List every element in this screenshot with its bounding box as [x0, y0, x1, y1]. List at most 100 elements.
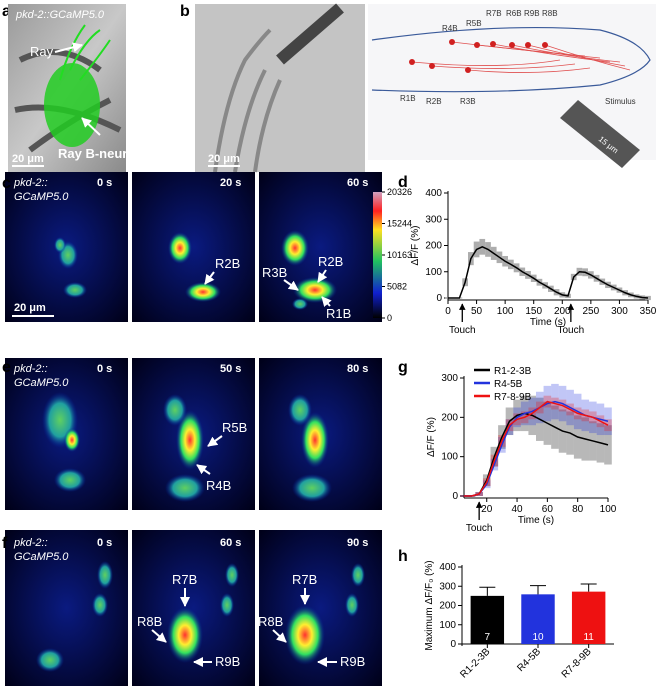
bar: [571, 591, 606, 644]
annotation: Touch: [558, 325, 585, 336]
y-axis-title: ΔF/F (%): [410, 225, 421, 265]
panel-label: g: [398, 359, 408, 376]
panel-label: f: [2, 535, 8, 552]
stimulus-probe: [560, 100, 640, 168]
caption: GCaMP5.0: [14, 191, 69, 203]
scale-label: 20 μm: [12, 153, 44, 165]
y-tick-label: 400: [425, 188, 442, 199]
time-label: 0 s: [97, 363, 112, 375]
micrograph: [195, 4, 365, 172]
time-label: 20 s: [220, 177, 241, 189]
neuron-label: R8B: [258, 614, 283, 629]
neuron-label: R2B: [215, 256, 240, 271]
y-tick-label: 200: [425, 241, 442, 252]
caption: pkd-2::: [13, 537, 48, 549]
colorbar-tick-label: 0: [387, 313, 392, 323]
neuron-label: R9B: [215, 654, 240, 669]
x-tick-label: 100: [600, 504, 617, 515]
caption: pkd-2::GCaMP5.0: [15, 9, 105, 21]
colorbar-tick-label: 10163: [387, 250, 412, 260]
legend-label: R1-2-3B: [494, 366, 532, 377]
x-tick-label: 200: [554, 306, 571, 317]
y-tick-label: 0: [436, 293, 442, 304]
x-tick-label: 150: [525, 306, 542, 317]
x-tick-label: R4-5B: [515, 646, 543, 674]
y-tick-label: 100: [441, 452, 458, 463]
neuron-label: R3B: [460, 97, 476, 106]
y-tick-label: 300: [425, 214, 442, 225]
bar: [470, 595, 505, 644]
image-row-f: [5, 530, 382, 686]
caption: GCaMP5.0: [14, 377, 69, 389]
y-tick-label: 200: [439, 601, 456, 612]
arrow: [151, 629, 167, 643]
neuron-label: R7B: [486, 9, 502, 18]
arrow: [317, 269, 328, 283]
time-label: 60 s: [347, 177, 368, 189]
bar: [521, 594, 555, 644]
neuron-label: R5B: [222, 420, 247, 435]
time-label: 60 s: [220, 537, 241, 549]
x-axis-title: Time (s): [530, 317, 566, 328]
neuron-label: R9B: [524, 9, 540, 18]
data-line: [448, 245, 649, 299]
data-line: [464, 400, 609, 497]
arrow: [272, 629, 287, 643]
colorbar: [373, 192, 382, 318]
error-band: [604, 425, 612, 465]
x-tick-label: 40: [511, 504, 523, 515]
x-tick-label: 80: [572, 504, 584, 515]
x-tick-label: 300: [611, 306, 628, 317]
y-tick-label: 400: [439, 562, 456, 573]
x-tick-label: 350: [640, 306, 657, 317]
neuron-label: R7B: [172, 572, 197, 587]
y-axis-title: Maximum ΔF/F₀ (%): [424, 560, 435, 650]
neuron-label: R5B: [466, 19, 482, 28]
time-label: 90 s: [347, 537, 368, 549]
panel-label: e: [2, 359, 11, 376]
time-label: 50 s: [220, 363, 241, 375]
n-label: 7: [485, 632, 491, 643]
panel-label: d: [398, 174, 408, 191]
y-tick-label: 300: [439, 581, 456, 592]
panel-label: c: [2, 175, 11, 192]
error-bar: [479, 586, 496, 596]
neuron-label: R9B: [340, 654, 365, 669]
x-tick-label: R7-8-9B: [560, 646, 594, 680]
arrow: [196, 464, 211, 475]
neuron-label: R4B: [206, 478, 231, 493]
arrow: [81, 117, 101, 136]
annotation: Ray: [30, 44, 54, 59]
texture: [213, 28, 282, 173]
y-tick-label: 200: [441, 412, 458, 423]
time-label: 0 s: [97, 537, 112, 549]
caption: pkd-2::: [13, 177, 48, 189]
neuron-label: R2B: [426, 97, 442, 106]
y-tick-label: 0: [452, 491, 458, 502]
neuron-label: R4B: [442, 24, 458, 33]
x-tick-label: 0: [445, 306, 451, 317]
y-tick-label: 300: [441, 373, 458, 384]
arrow: [283, 279, 299, 291]
time-label: 0 s: [97, 177, 112, 189]
annotation: Touch: [449, 325, 476, 336]
panel-label: a: [2, 3, 11, 20]
x-tick-label: 100: [497, 306, 514, 317]
neuron-label: R1B: [400, 94, 416, 103]
arrow: [54, 42, 83, 53]
neurons-fluorescence: [44, 63, 100, 147]
colorbar-tick-label: 5082: [387, 281, 407, 291]
x-tick-label: 250: [583, 306, 600, 317]
legend-label: R4-5B: [494, 379, 523, 390]
probe: [276, 3, 344, 65]
x-axis-title: Time (s): [518, 515, 554, 526]
annotation: Ray B-neurons: [58, 146, 150, 161]
x-tick-label: 20: [481, 504, 493, 515]
neuron-label: R3B: [262, 265, 287, 280]
y-tick-label: 100: [425, 267, 442, 278]
colorbar-tick-label: 20326: [387, 187, 412, 197]
error-bar: [530, 585, 546, 595]
image-row-e: [5, 358, 382, 510]
panel-label: b: [180, 3, 190, 20]
colorbar-tick-label: 15244: [387, 219, 412, 229]
